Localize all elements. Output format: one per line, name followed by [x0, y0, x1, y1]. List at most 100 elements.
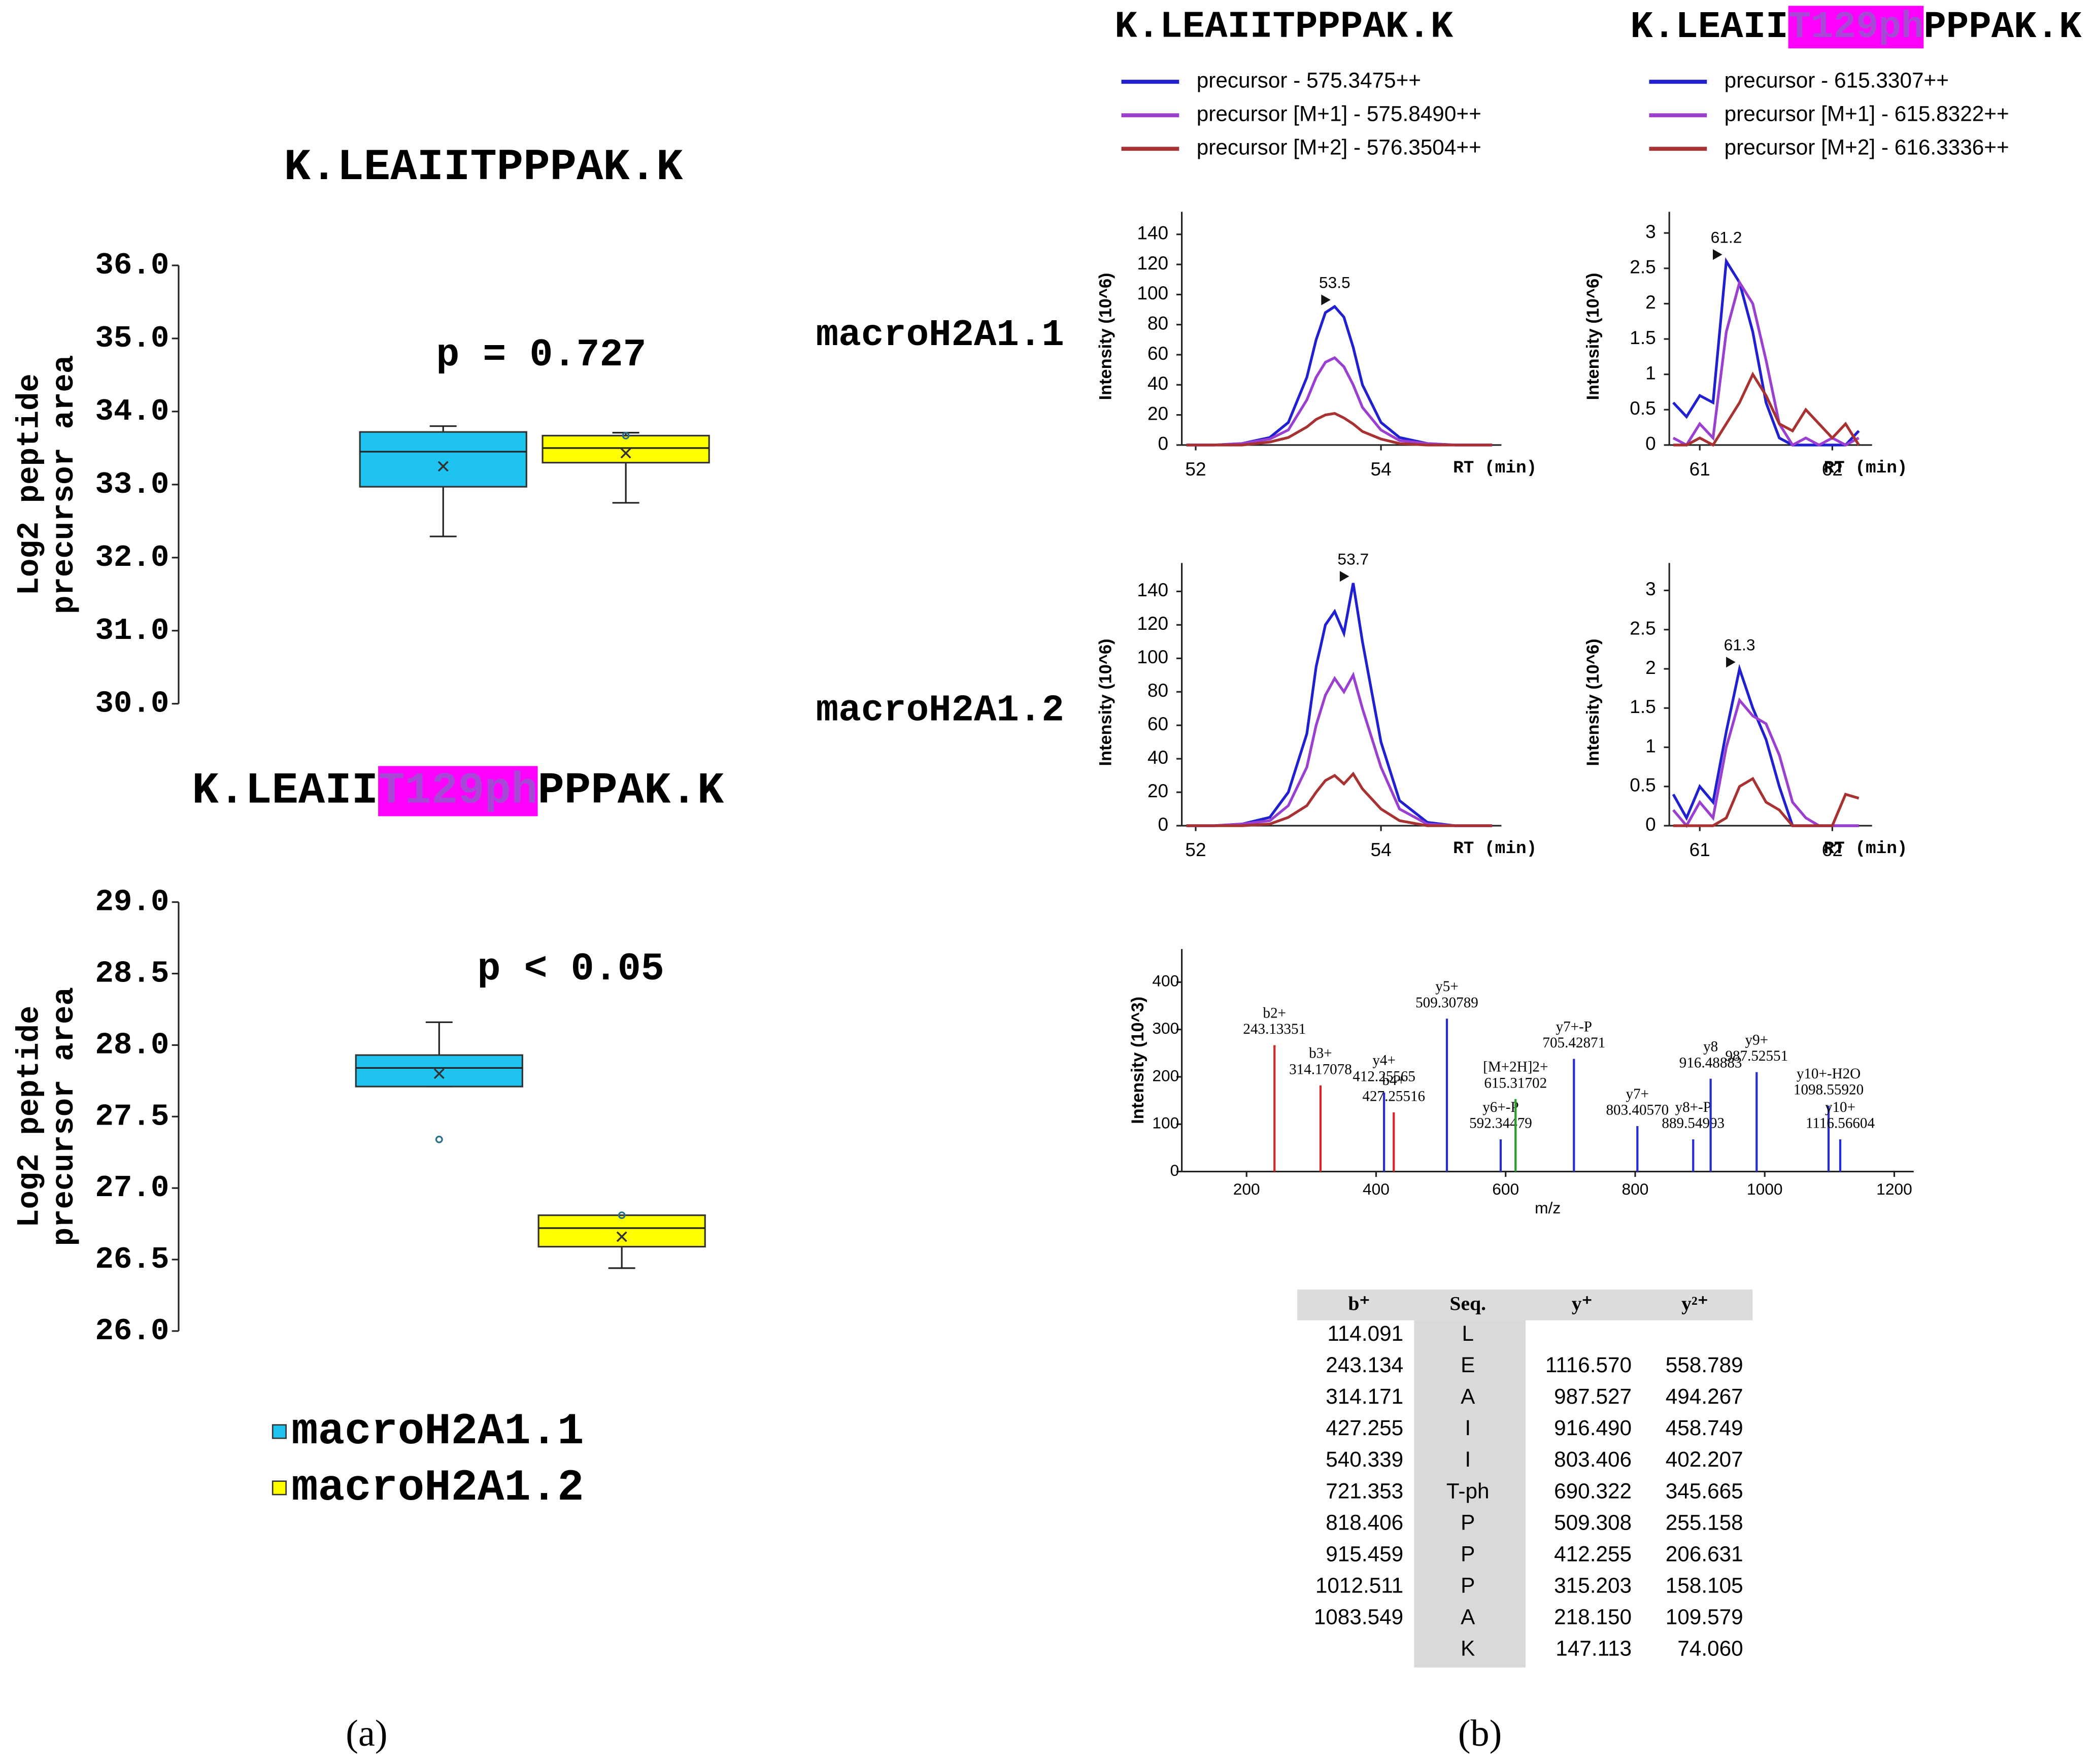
y-tick-label: 0.5 — [1630, 774, 1655, 796]
y-tick-label: 80 — [1147, 680, 1168, 701]
ion-label: y8+-P — [1675, 1099, 1711, 1115]
mz-label: 1098.55920 — [1794, 1081, 1864, 1098]
y-tick-label: 3 — [1645, 578, 1656, 599]
peak-marker — [1713, 249, 1722, 260]
ion-label: y7+-P — [1556, 1019, 1592, 1035]
panel-label: (a) — [346, 1713, 387, 1754]
ion-label: b3+ — [1309, 1045, 1332, 1062]
annotation: p < 0.05 — [477, 947, 664, 992]
y-tick-label: 100 — [1137, 646, 1168, 667]
y-tick-label: 32.0 — [95, 540, 169, 575]
table-cell: 721.353 — [1326, 1479, 1403, 1503]
peak-marker — [1339, 571, 1349, 582]
x-axis-label: RT (min) — [1823, 458, 1907, 478]
table-cell: 147.113 — [1556, 1637, 1632, 1660]
table-cell: 109.579 — [1666, 1605, 1743, 1629]
mz-label: 412.25565 — [1353, 1068, 1415, 1084]
y-axis-label: Log2 peptide — [12, 1006, 47, 1228]
title-part: T129ph — [378, 766, 537, 816]
chart-title: K.LEAIIT129phPPPAK.K — [1630, 6, 2082, 48]
y-tick-label: 80 — [1147, 313, 1168, 334]
table-cell: 803.406 — [1554, 1447, 1632, 1471]
y-tick-label: 40 — [1147, 747, 1168, 768]
y-tick-label: 0 — [1645, 433, 1656, 454]
y-tick-label: 140 — [1137, 222, 1168, 244]
title-highlight — [1788, 6, 1924, 49]
legend-label: precursor [M+1] - 575.8490++ — [1197, 101, 1481, 125]
y-tick-label: 0 — [1645, 813, 1656, 835]
table-cell: I — [1465, 1447, 1471, 1471]
table-cell: A — [1461, 1384, 1475, 1408]
mz-label: 243.13351 — [1243, 1021, 1306, 1037]
y-axis-label: Intensity (10^6) — [1096, 273, 1115, 400]
title-highlight — [378, 766, 538, 817]
x-tick-label: 54 — [1370, 839, 1391, 860]
chart-title: K.LEAIITPPPAK.K — [1114, 6, 1453, 48]
legend-label: precursor [M+2] - 576.3504++ — [1197, 135, 1481, 159]
y-tick-label: 300 — [1152, 1019, 1179, 1037]
mz-label: 427.25516 — [1362, 1089, 1425, 1105]
table-header: b⁺ — [1348, 1293, 1370, 1315]
table-cell: 427.255 — [1326, 1416, 1403, 1440]
ion-label: y10+-H2O — [1797, 1066, 1861, 1082]
table-cell: I — [1465, 1416, 1471, 1440]
y-tick-label: 2.5 — [1630, 256, 1655, 278]
table-cell: 243.134 — [1326, 1353, 1403, 1377]
y-tick-label: 28.0 — [95, 1028, 169, 1063]
table-cell: A — [1461, 1605, 1475, 1629]
row-label: macroH2A1.2 — [816, 689, 1064, 732]
y-tick-label: 2 — [1645, 657, 1656, 678]
ion-label: y10+ — [1825, 1099, 1855, 1115]
table-cell: 402.207 — [1666, 1447, 1743, 1471]
line — [1673, 371, 1860, 447]
y-tick-label: 26.0 — [95, 1314, 169, 1349]
x-tick-label: 800 — [1621, 1180, 1648, 1198]
ion-label: y9+ — [1745, 1032, 1769, 1048]
x-axis-label: RT (min) — [1453, 839, 1537, 859]
x-axis-label: RT (min) — [1453, 458, 1537, 478]
mean-marker — [620, 448, 631, 459]
y-tick-label: 20 — [1147, 402, 1168, 424]
title-part: K.LEAII — [1630, 6, 1788, 48]
table-cell: 314.171 — [1326, 1384, 1403, 1408]
chart-title: K.LEAIITPPPAK.K — [284, 143, 684, 193]
box — [355, 1054, 523, 1088]
table-cell: 218.150 — [1554, 1605, 1632, 1629]
sequence-column-background — [1414, 1320, 1526, 1668]
y-tick-label: 400 — [1152, 972, 1179, 990]
mz-label: 987.52551 — [1725, 1048, 1788, 1064]
box — [542, 434, 710, 464]
table-cell: 114.091 — [1327, 1321, 1403, 1345]
y-tick-label: 27.0 — [95, 1171, 169, 1206]
ion-label: b2+ — [1263, 1005, 1287, 1021]
title-part: T129ph — [1788, 6, 1924, 48]
line — [1673, 776, 1860, 827]
y-tick-label: 0.5 — [1630, 397, 1655, 419]
legend-label: macroH2A1.1 — [291, 1407, 584, 1457]
peak-label: 61.2 — [1711, 228, 1742, 246]
table-cell: 158.105 — [1666, 1574, 1743, 1598]
x-tick-label: 1000 — [1747, 1180, 1783, 1198]
table-header: y²⁺ — [1681, 1293, 1708, 1315]
y-tick-label: 100 — [1137, 282, 1168, 303]
table-cell: 1083.549 — [1314, 1605, 1404, 1629]
table-cell: 458.749 — [1666, 1416, 1743, 1440]
table-cell: 818.406 — [1326, 1510, 1403, 1534]
y-axis-label: precursor area — [47, 987, 82, 1246]
y-tick-label: 27.5 — [95, 1099, 169, 1134]
line — [1186, 356, 1493, 447]
table-cell: P — [1461, 1542, 1475, 1566]
table-cell: 540.339 — [1326, 1447, 1403, 1471]
y-tick-label: 1.5 — [1630, 327, 1655, 348]
mz-label: 615.31702 — [1484, 1075, 1547, 1091]
peak-label: 53.7 — [1337, 550, 1369, 568]
mz-label: 509.30789 — [1415, 995, 1478, 1011]
y-tick-label: 140 — [1137, 579, 1168, 600]
y-tick-label: 0 — [1158, 433, 1169, 454]
table-cell: 1012.511 — [1315, 1574, 1403, 1598]
title-part: K.LEAII — [192, 766, 378, 816]
mz-label: 889.54993 — [1662, 1115, 1725, 1132]
box — [359, 431, 527, 488]
mz-label: 916.48883 — [1679, 1055, 1742, 1071]
mean-marker — [616, 1231, 627, 1242]
